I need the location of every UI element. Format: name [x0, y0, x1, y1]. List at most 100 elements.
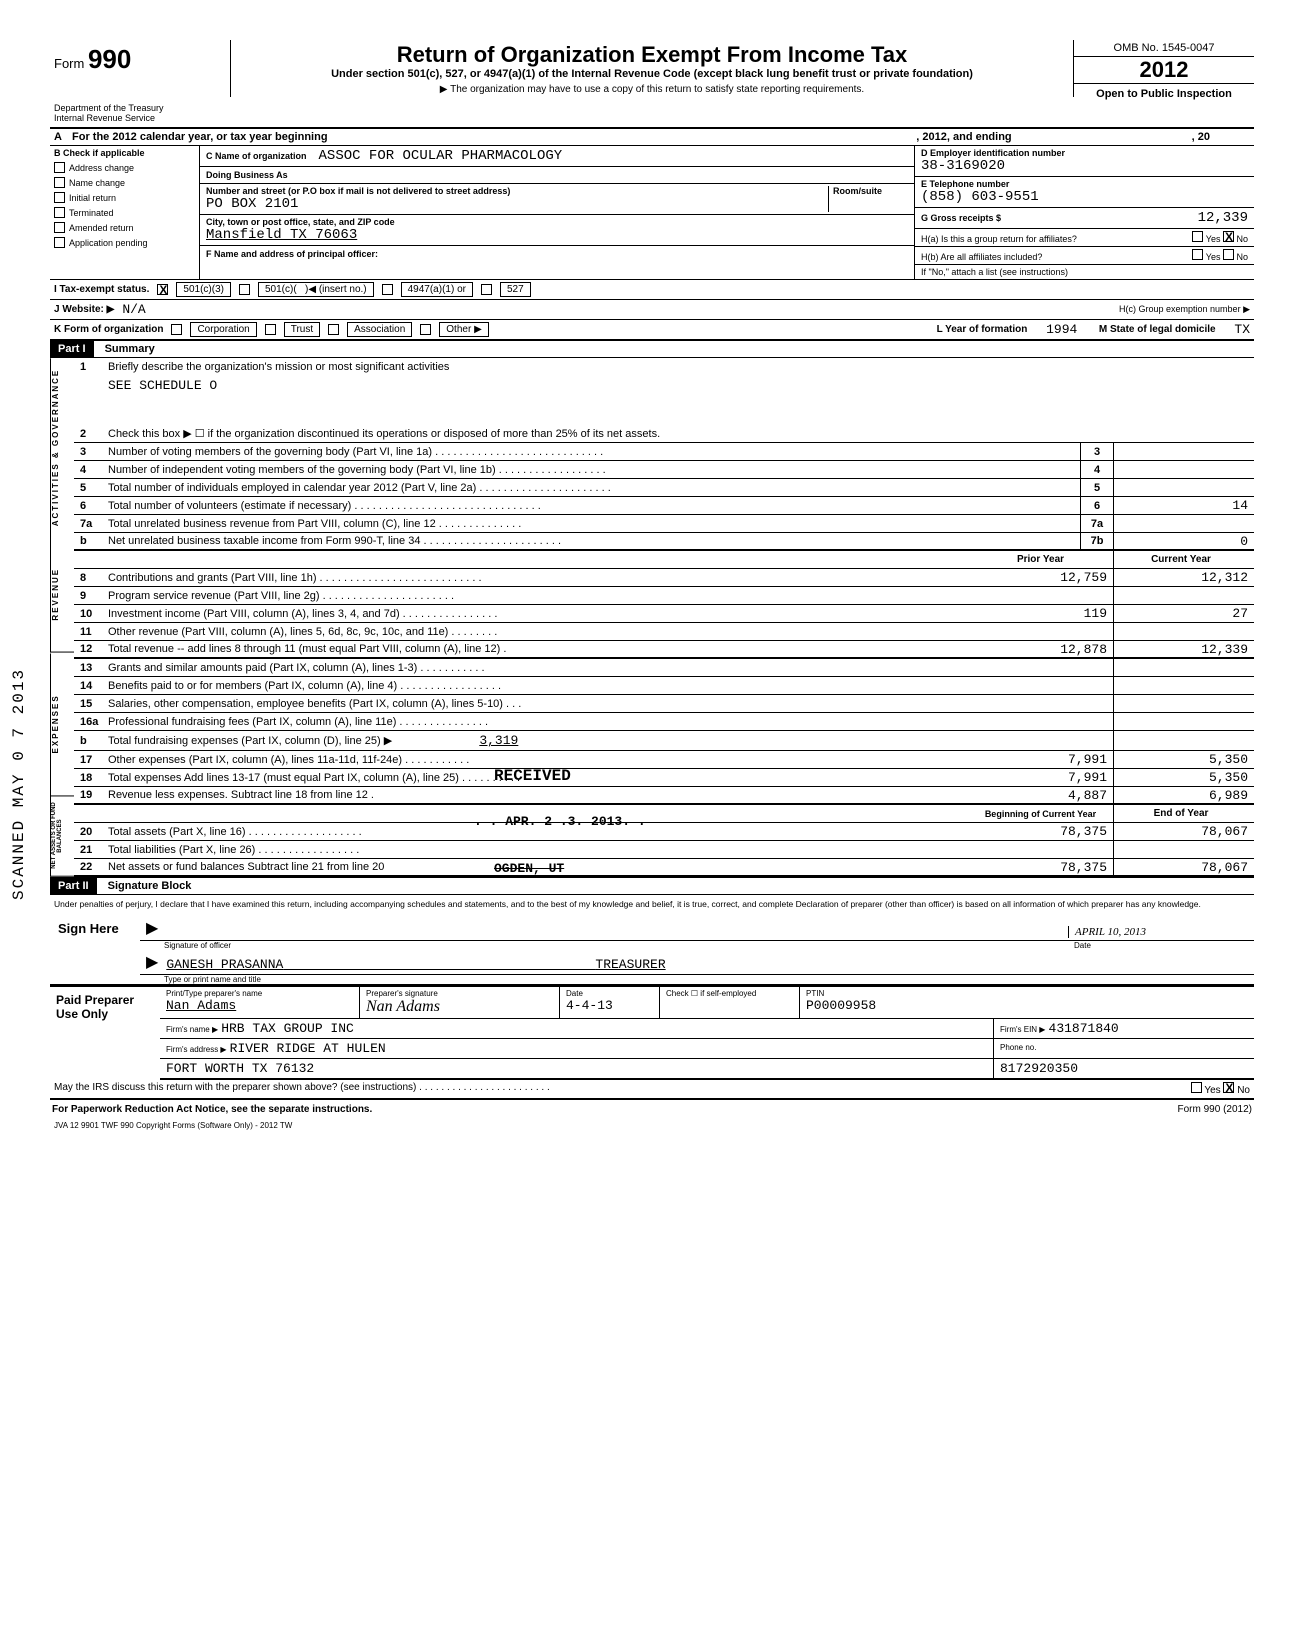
line4-desc: Number of independent voting members of … [104, 462, 1080, 478]
line19-v1: 4,887 [974, 787, 1114, 803]
dept-treasury: Department of the Treasury [54, 103, 226, 113]
firm-city: FORT WORTH TX 76132 [166, 1061, 314, 1076]
line16a-desc: Professional fundraising fees (Part IX, … [104, 714, 974, 730]
line18-v1: 7,991 [974, 769, 1114, 786]
tax-year: 2012 [1074, 57, 1254, 84]
line19-v2: 6,989 [1114, 787, 1254, 803]
open-public: Open to Public Inspection [1074, 84, 1254, 104]
hdr-end: End of Year [1114, 805, 1254, 822]
lbl-selfemp: Check ☐ if self-employed [666, 989, 793, 998]
perjury-text: Under penalties of perjury, I declare th… [50, 895, 1254, 913]
prep-date: 4-4-13 [566, 998, 653, 1013]
chk-ha-no[interactable] [1223, 231, 1234, 242]
form-990-footer: Form 990 (2012) [1178, 1104, 1252, 1115]
side-netassets: NET ASSETS OR FUND BALANCES [50, 796, 74, 877]
lbl-gross: G Gross receipts $ [921, 213, 1001, 223]
chk-other[interactable] [420, 324, 431, 335]
line7b-desc: Net unrelated business taxable income fr… [104, 533, 1080, 549]
line8-v1: 12,759 [974, 569, 1114, 586]
chk-discuss-no[interactable] [1223, 1082, 1234, 1093]
line22-v1: 78,375 [974, 859, 1114, 875]
line17-v2: 5,350 [1114, 751, 1254, 768]
line15-desc: Salaries, other compensation, employee b… [104, 696, 974, 712]
line1-note: SEE SCHEDULE O [104, 376, 1254, 395]
received-stamp: RECEIVED [494, 767, 571, 785]
lbl-hb: H(b) Are all affiliates included? [921, 252, 1042, 262]
line2-desc: Check this box ▶ ☐ if the organization d… [104, 425, 1254, 442]
form-title: Return of Organization Exempt From Incom… [237, 42, 1067, 68]
chk-hb-no[interactable] [1223, 249, 1234, 260]
lbl-ein: D Employer identification number [921, 148, 1248, 158]
scanned-stamp: SCANNED MAY 0 7 2013 [10, 668, 28, 900]
side-expenses: EXPENSES [50, 653, 74, 796]
chk-discuss-yes[interactable] [1191, 1082, 1202, 1093]
line12-desc: Total revenue -- add lines 8 through 11 … [104, 641, 974, 657]
prep-sig: Nan Adams [366, 998, 553, 1016]
may-irs: May the IRS discuss this return with the… [54, 1082, 1191, 1096]
prep-name: Nan Adams [166, 998, 353, 1013]
line6-val: 14 [1114, 497, 1254, 514]
chk-trust[interactable] [265, 324, 276, 335]
jva-footer: JVA 12 9901 TWF 990 Copyright Forms (Sof… [50, 1119, 1254, 1132]
chk-initial[interactable] [54, 192, 65, 203]
lbl-terminated: Terminated [69, 208, 114, 218]
line9-desc: Program service revenue (Part VIII, line… [104, 588, 974, 604]
chk-501c[interactable] [239, 284, 250, 295]
chk-name-change[interactable] [54, 177, 65, 188]
chk-assoc[interactable] [328, 324, 339, 335]
line18-desc: Total expenses Add lines 13-17 (must equ… [104, 770, 974, 786]
val-ein: 38-3169020 [921, 158, 1248, 174]
sig-date: APRIL 10, 2013 [1068, 926, 1248, 938]
lbl-org-name: C Name of organization [206, 151, 307, 161]
chk-corp[interactable] [171, 324, 182, 335]
lbl-type-name: Type or print name and title [140, 975, 1254, 984]
val-city: Mansfield TX 76063 [206, 227, 908, 243]
lbl-sig-date: Date [1074, 941, 1254, 950]
line18-v2: 5,350 [1114, 769, 1254, 786]
line3-desc: Number of voting members of the governin… [104, 444, 1080, 460]
omb-number: OMB No. 1545-0047 [1074, 40, 1254, 57]
line21-desc: Total liabilities (Part X, line 26) . . … [104, 842, 974, 858]
val-phone: (858) 603-9551 [921, 189, 1248, 205]
chk-ha-yes[interactable] [1192, 231, 1203, 242]
row-j: J Website: ▶ N/A H(c) Group exemption nu… [50, 300, 1254, 320]
sign-here: Sign Here [50, 913, 140, 984]
line8-desc: Contributions and grants (Part VIII, lin… [104, 570, 974, 586]
lbl-city: City, town or post office, state, and ZI… [206, 217, 908, 227]
chk-addr-change[interactable] [54, 162, 65, 173]
line10-v2: 27 [1114, 605, 1254, 622]
line14-desc: Benefits paid to or for members (Part IX… [104, 678, 974, 694]
line10-v1: 119 [974, 605, 1114, 622]
chk-hb-yes[interactable] [1192, 249, 1203, 260]
chk-501c3[interactable] [157, 284, 168, 295]
part1-header: Part I Summary [50, 340, 1254, 358]
chk-app-pending[interactable] [54, 237, 65, 248]
line7b-val: 0 [1114, 533, 1254, 549]
line22-v2: 78,067 [1114, 859, 1254, 875]
pra-notice: For Paperwork Reduction Act Notice, see … [52, 1104, 372, 1115]
dept-irs: Internal Revenue Service [54, 113, 226, 123]
lbl-addr: Number and street (or P.O box if mail is… [206, 186, 828, 196]
line5-desc: Total number of individuals employed in … [104, 480, 1080, 496]
val-website: N/A [122, 302, 145, 317]
chk-amended[interactable] [54, 222, 65, 233]
chk-terminated[interactable] [54, 207, 65, 218]
lbl-name-change: Name change [69, 178, 125, 188]
lbl-hc: H(c) Group exemption number ▶ [1119, 304, 1250, 315]
line22-desc: Net assets or fund balances Subtract lin… [104, 859, 974, 875]
chk-527[interactable] [481, 284, 492, 295]
val-gross: 12,339 [1198, 210, 1248, 226]
stamp-date: . . APR. 2 .3. 2013. . [474, 814, 646, 829]
row-i: I Tax-exempt status. 501(c)(3) 501(c)( )… [50, 280, 1254, 300]
line7a-desc: Total unrelated business revenue from Pa… [104, 516, 1080, 532]
line19-desc: Revenue less expenses. Subtract line 18 … [104, 787, 974, 803]
row-a: A For the 2012 calendar year, or tax yea… [50, 129, 1254, 146]
lbl-amended: Amended return [69, 223, 134, 233]
line16b-amt: 3,319 [398, 733, 518, 748]
line17-v1: 7,991 [974, 751, 1114, 768]
stamp-ogden: OGDEN, UT [494, 861, 564, 876]
line10-desc: Investment income (Part VIII, column (A)… [104, 606, 974, 622]
hdr-prior: Prior Year [974, 551, 1114, 568]
lbl-room: Room/suite [828, 186, 908, 212]
chk-4947[interactable] [382, 284, 393, 295]
